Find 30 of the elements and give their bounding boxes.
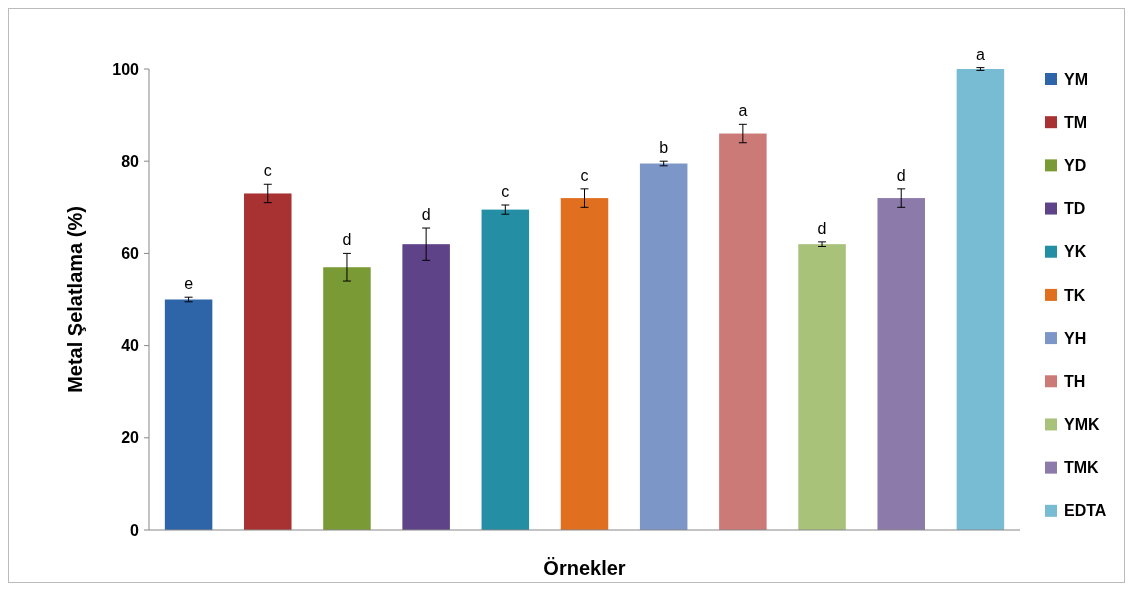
y-tick-label: 80 (121, 152, 140, 170)
y-axis-title: Metal Şelatlama (%) (64, 206, 86, 393)
legend-label: TM (1064, 113, 1088, 131)
y-tick-label: 100 (112, 60, 140, 78)
y-tick-label: 20 (121, 429, 140, 447)
data-label: d (896, 166, 906, 184)
y-tick-label: 40 (121, 337, 140, 355)
x-axis-title: Örnekler (543, 557, 626, 579)
data-label: d (817, 219, 827, 237)
data-label: a (975, 45, 985, 63)
legend-label: YK (1064, 243, 1087, 261)
data-label: d (342, 231, 352, 249)
data-label: c (263, 162, 272, 180)
data-label: e (184, 275, 194, 293)
legend-label: YMK (1064, 416, 1100, 434)
legend-label: TD (1064, 200, 1086, 218)
legend-label: TH (1064, 372, 1086, 390)
y-tick-label: 0 (130, 521, 140, 539)
legend-label: YD (1064, 156, 1087, 174)
data-label: c (501, 182, 510, 200)
legend-label: TMK (1064, 459, 1100, 477)
legend-label: TK (1064, 286, 1086, 304)
data-label: d (421, 206, 431, 224)
legend-label: EDTA (1064, 502, 1107, 520)
y-tick-label: 60 (121, 245, 140, 262)
legend-label: YH (1064, 329, 1087, 347)
data-label: c (580, 166, 589, 184)
data-label: b (659, 139, 669, 157)
data-label: a (738, 102, 748, 120)
legend-label: YM (1064, 70, 1088, 88)
